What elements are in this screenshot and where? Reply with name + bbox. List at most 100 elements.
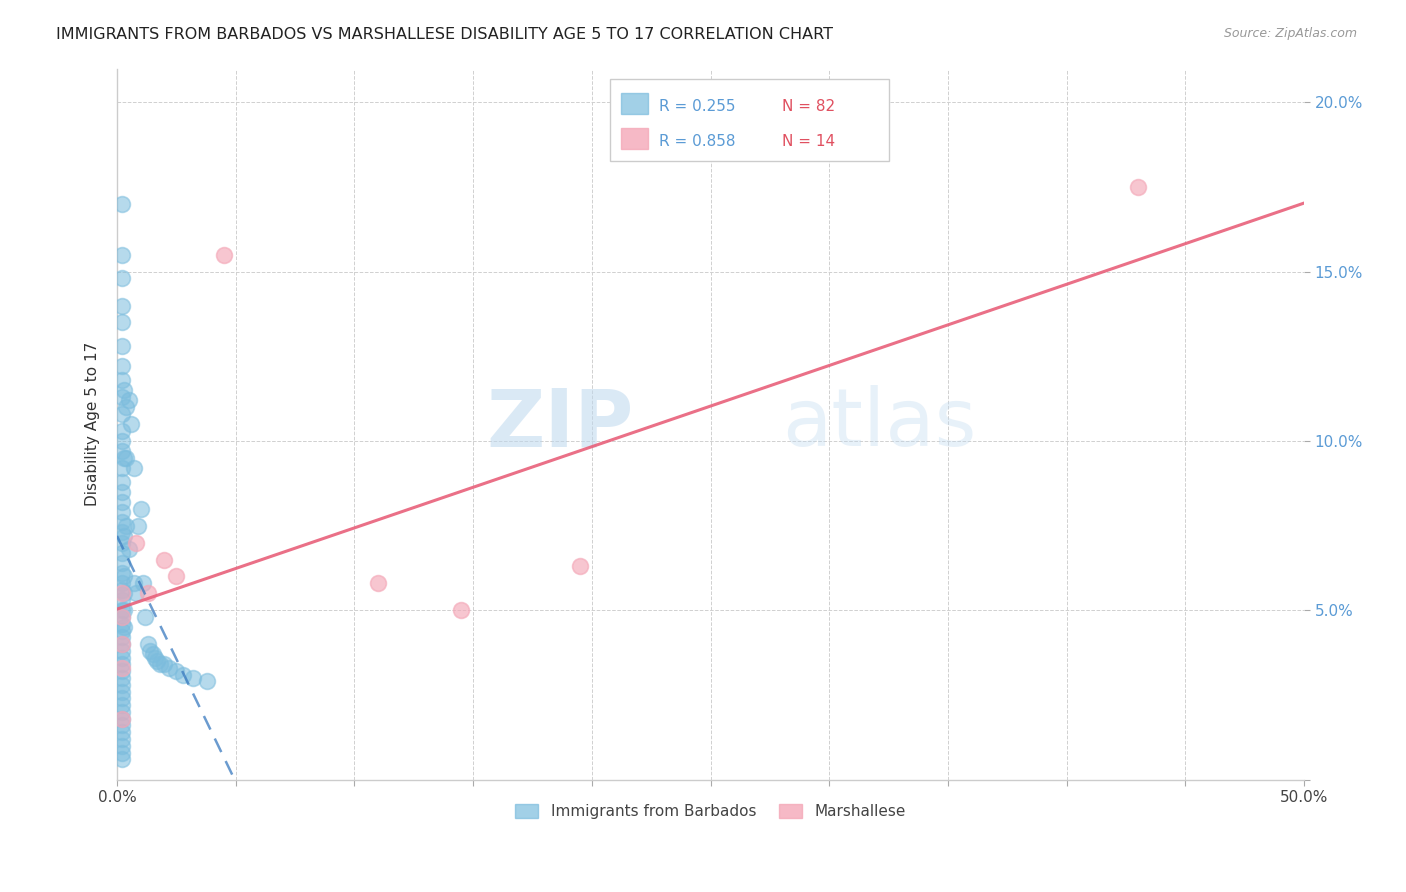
Point — [111, 271, 134, 285]
Point — [165, 665, 187, 679]
Point — [120, 417, 142, 431]
Text: Source: ZipAtlas.com: Source: ZipAtlas.com — [1223, 27, 1357, 40]
Point — [111, 461, 134, 475]
Point — [1126, 180, 1149, 194]
Point — [111, 424, 134, 438]
Point — [111, 631, 134, 645]
Point — [111, 637, 134, 651]
Point — [111, 624, 134, 638]
Point — [450, 603, 472, 617]
Point — [122, 576, 145, 591]
Point — [118, 542, 141, 557]
Point — [112, 603, 135, 617]
Point — [111, 752, 134, 766]
Point — [111, 637, 134, 651]
Point — [212, 248, 235, 262]
Point — [111, 725, 134, 739]
Text: ZIP: ZIP — [486, 385, 633, 463]
Point — [125, 535, 148, 549]
Point — [111, 678, 134, 692]
Point — [111, 610, 134, 624]
Point — [111, 582, 134, 597]
Text: IMMIGRANTS FROM BARBADOS VS MARSHALLESE DISABILITY AGE 5 TO 17 CORRELATION CHART: IMMIGRANTS FROM BARBADOS VS MARSHALLESE … — [56, 27, 834, 42]
Point — [195, 674, 218, 689]
Point — [111, 616, 134, 631]
Point — [111, 556, 134, 570]
Point — [111, 691, 134, 706]
Point — [125, 586, 148, 600]
Point — [112, 586, 135, 600]
Point — [111, 299, 134, 313]
Point — [134, 610, 156, 624]
Point — [111, 546, 134, 560]
Point — [111, 505, 134, 519]
Point — [111, 712, 134, 726]
Point — [111, 586, 134, 600]
Point — [112, 529, 135, 543]
Point — [111, 434, 134, 448]
Text: N = 14: N = 14 — [782, 134, 835, 149]
Point — [367, 576, 389, 591]
Point — [115, 400, 138, 414]
Point — [111, 444, 134, 458]
Point — [111, 248, 134, 262]
Point — [111, 359, 134, 374]
Point — [111, 475, 134, 489]
Point — [127, 518, 149, 533]
Point — [129, 501, 152, 516]
Point — [165, 569, 187, 583]
Point — [143, 650, 166, 665]
Point — [111, 373, 134, 387]
Point — [153, 657, 176, 672]
Point — [142, 648, 165, 662]
Point — [111, 684, 134, 698]
FancyBboxPatch shape — [610, 79, 889, 161]
Point — [112, 450, 135, 465]
Point — [136, 586, 159, 600]
Point — [111, 484, 134, 499]
Point — [111, 739, 134, 753]
Point — [111, 593, 134, 607]
Text: R = 0.255: R = 0.255 — [659, 99, 735, 113]
Text: R = 0.858: R = 0.858 — [659, 134, 735, 149]
Point — [111, 705, 134, 719]
Point — [181, 671, 204, 685]
Point — [111, 339, 134, 353]
Point — [111, 390, 134, 404]
Point — [111, 657, 134, 672]
Point — [112, 383, 135, 397]
Point — [111, 576, 134, 591]
Point — [111, 603, 134, 617]
Point — [568, 559, 591, 574]
Point — [111, 731, 134, 746]
Point — [146, 654, 169, 668]
Point — [115, 450, 138, 465]
Bar — [621, 93, 648, 113]
Point — [111, 407, 134, 421]
Point — [111, 197, 134, 211]
Y-axis label: Disability Age 5 to 17: Disability Age 5 to 17 — [86, 342, 100, 506]
Point — [139, 644, 162, 658]
Point — [111, 566, 134, 580]
Point — [111, 718, 134, 732]
Point — [111, 610, 134, 624]
Point — [115, 518, 138, 533]
Point — [153, 552, 176, 566]
Point — [111, 698, 134, 712]
Point — [111, 650, 134, 665]
Point — [111, 525, 134, 540]
Point — [111, 661, 134, 675]
Point — [111, 316, 134, 330]
Point — [112, 620, 135, 634]
Point — [111, 671, 134, 685]
Point — [132, 576, 155, 591]
Point — [118, 393, 141, 408]
Text: atlas: atlas — [782, 385, 976, 463]
Text: N = 82: N = 82 — [782, 99, 835, 113]
Point — [111, 665, 134, 679]
Point — [111, 712, 134, 726]
Point — [111, 644, 134, 658]
Point — [111, 746, 134, 760]
Point — [111, 495, 134, 509]
Point — [122, 461, 145, 475]
